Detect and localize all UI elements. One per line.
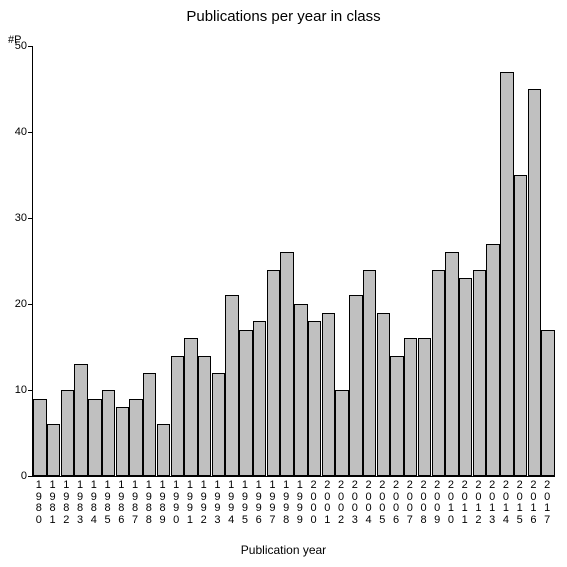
- plot-area: 01020304050: [32, 46, 555, 477]
- x-tick-label: 2013: [486, 480, 498, 526]
- bar: [459, 278, 472, 476]
- bar: [171, 356, 184, 476]
- bar: [432, 270, 445, 476]
- x-tick-label: 2003: [349, 480, 361, 526]
- bar: [61, 390, 74, 476]
- x-tick-label: 1985: [102, 480, 114, 526]
- bar: [239, 330, 252, 476]
- bars-group: [33, 46, 555, 476]
- bar: [322, 313, 335, 476]
- bar: [541, 330, 554, 476]
- chart-title: Publications per year in class: [0, 8, 567, 25]
- bar: [308, 321, 321, 476]
- y-tick-mark: [28, 304, 33, 305]
- y-tick-mark: [28, 476, 33, 477]
- x-tick-label: 2002: [335, 480, 347, 526]
- x-tick-label: 1988: [143, 480, 155, 526]
- bar: [445, 252, 458, 476]
- x-tick-label: 2009: [431, 480, 443, 526]
- y-tick-mark: [28, 46, 33, 47]
- bar: [473, 270, 486, 476]
- bar: [129, 399, 142, 476]
- bar: [88, 399, 101, 476]
- x-tick-label: 1987: [129, 480, 141, 526]
- x-axis-title: Publication year: [0, 543, 567, 557]
- x-tick-label: 2000: [308, 480, 320, 526]
- chart-container: Publications per year in class #P 010203…: [0, 0, 567, 567]
- bar: [294, 304, 307, 476]
- x-tick-label: 1982: [60, 480, 72, 526]
- x-tick-label: 1997: [266, 480, 278, 526]
- x-tick-label: 2004: [363, 480, 375, 526]
- bar: [377, 313, 390, 476]
- y-tick-mark: [28, 132, 33, 133]
- bar: [184, 338, 197, 476]
- x-tick-label: 1984: [88, 480, 100, 526]
- bar: [418, 338, 431, 476]
- x-tick-label: 1992: [198, 480, 210, 526]
- x-tick-label: 1980: [33, 480, 45, 526]
- bar: [116, 407, 129, 476]
- bar: [212, 373, 225, 476]
- x-tick-label: 2001: [321, 480, 333, 526]
- x-axis-labels: 1980198119821983198419851986198719881989…: [32, 478, 554, 538]
- x-tick-label: 1999: [294, 480, 306, 526]
- bar: [349, 295, 362, 476]
- x-tick-label: 1981: [47, 480, 59, 526]
- x-tick-label: 2006: [390, 480, 402, 526]
- x-tick-label: 2015: [514, 480, 526, 526]
- x-tick-label: 1986: [115, 480, 127, 526]
- bar: [33, 399, 46, 476]
- bar: [500, 72, 513, 476]
- x-tick-label: 2014: [500, 480, 512, 526]
- x-tick-label: 2017: [541, 480, 553, 526]
- bar: [225, 295, 238, 476]
- bar: [514, 175, 527, 476]
- x-tick-label: 1983: [74, 480, 86, 526]
- x-tick-label: 1996: [253, 480, 265, 526]
- bar: [335, 390, 348, 476]
- x-tick-label: 1995: [239, 480, 251, 526]
- bar: [363, 270, 376, 476]
- x-tick-label: 2007: [404, 480, 416, 526]
- bar: [528, 89, 541, 476]
- x-tick-label: 2005: [376, 480, 388, 526]
- x-tick-label: 2010: [445, 480, 457, 526]
- x-tick-label: 1991: [184, 480, 196, 526]
- x-tick-label: 2011: [459, 480, 471, 526]
- x-tick-label: 1998: [280, 480, 292, 526]
- bar: [486, 244, 499, 476]
- bar: [157, 424, 170, 476]
- y-tick-mark: [28, 218, 33, 219]
- x-tick-label: 2012: [472, 480, 484, 526]
- x-tick-label: 2008: [418, 480, 430, 526]
- bar: [143, 373, 156, 476]
- x-tick-label: 1990: [170, 480, 182, 526]
- bar: [47, 424, 60, 476]
- bar: [74, 364, 87, 476]
- x-tick-label: 1993: [211, 480, 223, 526]
- bar: [404, 338, 417, 476]
- x-tick-label: 2016: [527, 480, 539, 526]
- bar: [102, 390, 115, 476]
- bar: [390, 356, 403, 476]
- bar: [280, 252, 293, 476]
- bar: [198, 356, 211, 476]
- x-tick-label: 1994: [225, 480, 237, 526]
- bar: [267, 270, 280, 476]
- x-tick-label: 1989: [157, 480, 169, 526]
- bar: [253, 321, 266, 476]
- y-tick-mark: [28, 390, 33, 391]
